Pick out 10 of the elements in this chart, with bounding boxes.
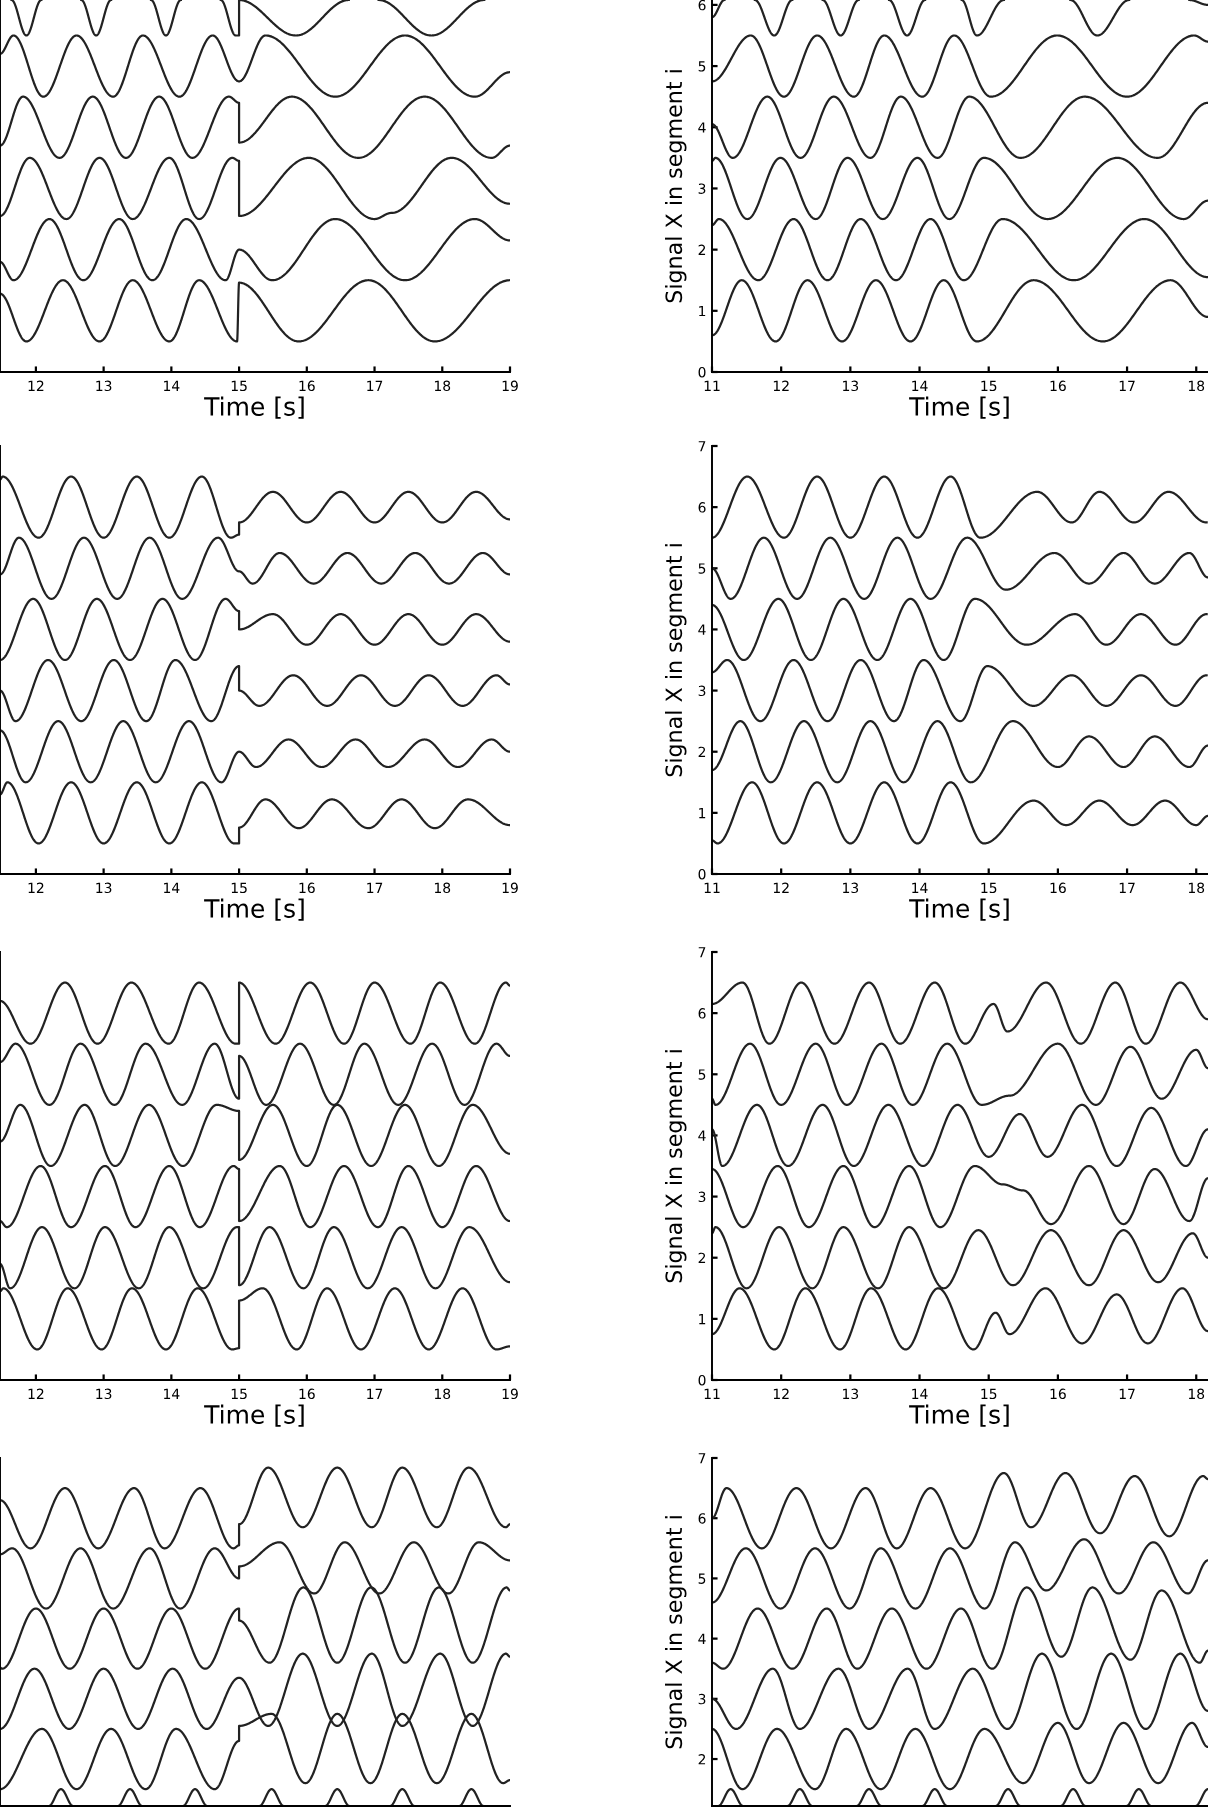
x-axis-title: Time [s]	[204, 898, 304, 921]
x-axis-title: Time [s]	[909, 898, 1009, 921]
x-axis-title: Time [s]	[204, 396, 304, 419]
y-axis-title: Signal X in segment i	[664, 1050, 687, 1283]
y-axis-title: Signal X in segment i	[664, 1516, 687, 1749]
x-axis-title: Time [s]	[909, 1404, 1009, 1427]
y-axis-title: Signal X in segment i	[664, 70, 687, 303]
x-axis-title: Time [s]	[204, 1404, 304, 1427]
x-axis-title: Time [s]	[909, 396, 1009, 419]
y-axis-title: Signal X in segment i	[664, 544, 687, 777]
